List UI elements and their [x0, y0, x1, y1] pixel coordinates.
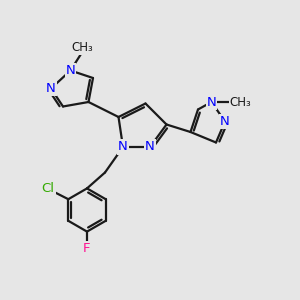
Text: N: N [46, 82, 56, 95]
Text: N: N [220, 115, 230, 128]
Text: N: N [207, 95, 216, 109]
Text: N: N [145, 140, 155, 154]
Text: CH₃: CH₃ [230, 95, 251, 109]
Text: N: N [118, 140, 128, 154]
Text: CH₃: CH₃ [72, 41, 93, 54]
Text: F: F [83, 242, 91, 255]
Text: Cl: Cl [42, 182, 55, 195]
Text: N: N [66, 64, 75, 77]
